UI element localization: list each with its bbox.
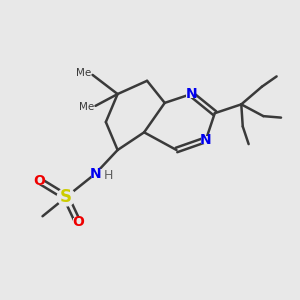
Text: Me: Me xyxy=(76,68,91,78)
Text: N: N xyxy=(200,133,212,147)
Bar xyxy=(91,169,106,178)
Bar xyxy=(35,177,44,185)
Text: Me: Me xyxy=(79,102,94,112)
Text: H: H xyxy=(104,169,113,182)
Text: N: N xyxy=(185,87,197,101)
Text: O: O xyxy=(34,174,46,188)
Text: N: N xyxy=(90,167,101,181)
Text: O: O xyxy=(72,215,84,229)
Text: S: S xyxy=(60,188,72,206)
Bar xyxy=(186,90,196,98)
Bar xyxy=(74,218,82,226)
Bar xyxy=(201,136,211,144)
Circle shape xyxy=(57,188,75,206)
